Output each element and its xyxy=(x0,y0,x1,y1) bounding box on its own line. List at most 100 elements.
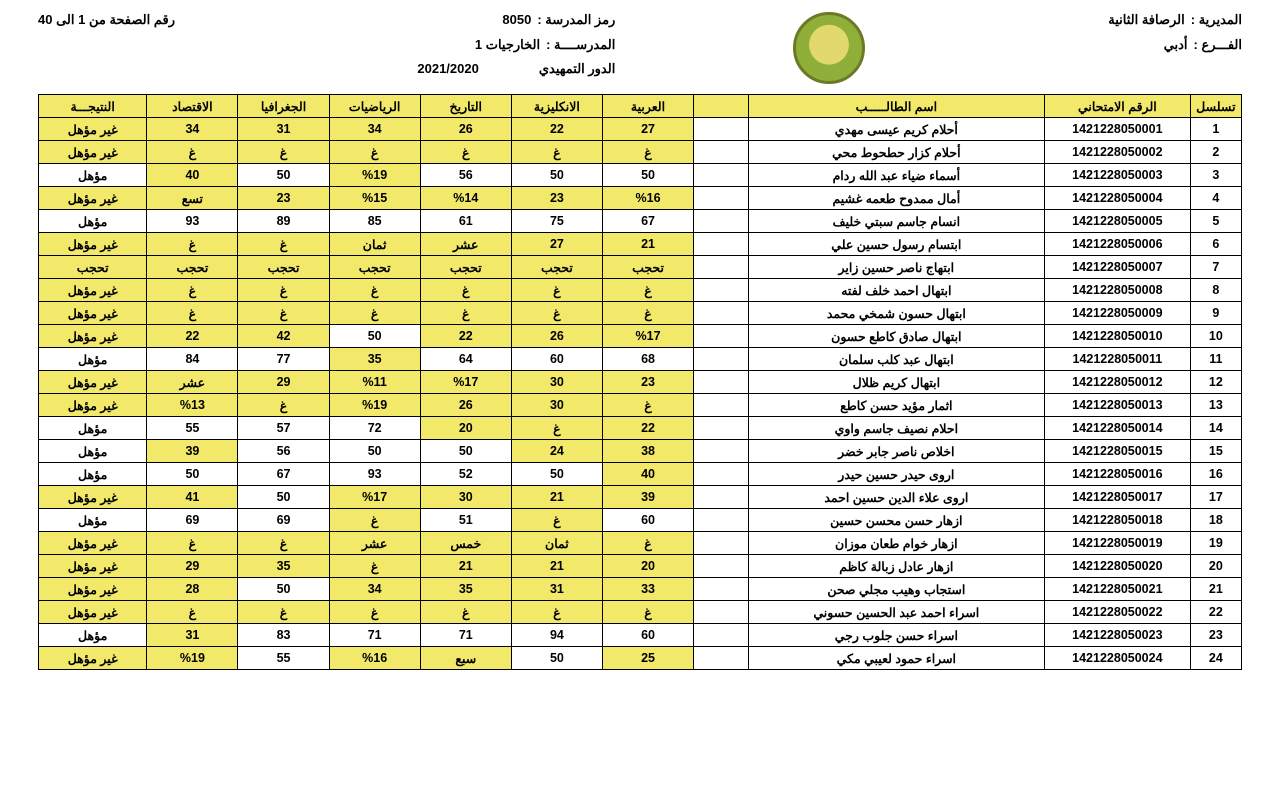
cell: 72 xyxy=(329,417,420,440)
col-header: التاريخ xyxy=(420,95,511,118)
branch-label: الفـــرع : xyxy=(1194,33,1242,58)
cell: 1421228050021 xyxy=(1044,578,1190,601)
col-header: العربية xyxy=(602,95,693,118)
cell: 50 xyxy=(329,325,420,348)
cell: ابتهال احمد خلف لفته xyxy=(748,279,1044,302)
table-row: 101421228050010ابتهال صادق كاطع حسون%172… xyxy=(39,325,1242,348)
table-row: 41421228050004أمال ممدوح طعمه غشيم%1623%… xyxy=(39,187,1242,210)
cell: 93 xyxy=(329,463,420,486)
cell: ازهار خوام طعان موزان xyxy=(748,532,1044,555)
cell: غ xyxy=(329,302,420,325)
cell: 75 xyxy=(511,210,602,233)
cell xyxy=(694,601,749,624)
cell: غ xyxy=(511,417,602,440)
cell: 89 xyxy=(238,210,329,233)
cell: %17 xyxy=(329,486,420,509)
cell: غ xyxy=(238,233,329,256)
cell: 5 xyxy=(1190,210,1241,233)
cell: ثمان xyxy=(511,532,602,555)
cell: غ xyxy=(238,394,329,417)
cell xyxy=(694,509,749,532)
cell: غ xyxy=(147,279,238,302)
cell: غير مؤهل xyxy=(39,118,147,141)
cell: 1421228050019 xyxy=(1044,532,1190,555)
cell: %19 xyxy=(329,164,420,187)
table-body: 11421228050001أحلام كريم عيسى مهدي272226… xyxy=(39,118,1242,670)
cell: 7 xyxy=(1190,256,1241,279)
cell: 34 xyxy=(329,578,420,601)
cell: ابتسام رسول حسين علي xyxy=(748,233,1044,256)
cell: 1421228050006 xyxy=(1044,233,1190,256)
cell: غ xyxy=(147,141,238,164)
cell: غ xyxy=(238,601,329,624)
cell xyxy=(694,256,749,279)
cell: عشر xyxy=(147,371,238,394)
year-value: 2021/2020 xyxy=(417,57,478,82)
cell: اسراء احمد عبد الحسين حسوني xyxy=(748,601,1044,624)
cell: ابتهال صادق كاطع حسون xyxy=(748,325,1044,348)
cell: 60 xyxy=(511,348,602,371)
cell: 56 xyxy=(238,440,329,463)
table-row: 231421228050023اسراء حسن جلوب رجي6094717… xyxy=(39,624,1242,647)
table-row: 91421228050009ابتهال حسون شمخي محمدغغغغغ… xyxy=(39,302,1242,325)
cell: غ xyxy=(329,555,420,578)
cell: 22 xyxy=(420,325,511,348)
cell: 94 xyxy=(511,624,602,647)
cell: سبع xyxy=(420,647,511,670)
cell: 1421228050003 xyxy=(1044,164,1190,187)
table-row: 221421228050022اسراء احمد عبد الحسين حسو… xyxy=(39,601,1242,624)
cell: 30 xyxy=(420,486,511,509)
cell: 19 xyxy=(1190,532,1241,555)
cell: غ xyxy=(420,141,511,164)
cell: ابتهاج ناصر حسين زاير xyxy=(748,256,1044,279)
cell: 35 xyxy=(329,348,420,371)
cell xyxy=(694,210,749,233)
cell: غ xyxy=(602,394,693,417)
table-row: 81421228050008ابتهال احمد خلف لفتهغغغغغغ… xyxy=(39,279,1242,302)
cell: غير مؤهل xyxy=(39,325,147,348)
table-row: 201421228050020ازهار عادل زبالة كاظم2021… xyxy=(39,555,1242,578)
cell: مؤهل xyxy=(39,463,147,486)
results-table: تسلسلالرقم الامتحانياسم الطالـــــبالعرب… xyxy=(38,94,1242,670)
document-header: المديرية :الرصافة الثانية الفـــرع :أدبي… xyxy=(38,8,1242,84)
cell: 69 xyxy=(238,509,329,532)
cell: غ xyxy=(238,141,329,164)
header-right-col: المديرية :الرصافة الثانية الفـــرع :أدبي xyxy=(1042,8,1242,57)
col-header: الجغرافيا xyxy=(238,95,329,118)
cell xyxy=(694,279,749,302)
col-header: النتيجـــة xyxy=(39,95,147,118)
cell: غ xyxy=(147,233,238,256)
ministry-logo xyxy=(793,12,865,84)
col-header: الرياضيات xyxy=(329,95,420,118)
cell: 22 xyxy=(147,325,238,348)
cell: 1421228050005 xyxy=(1044,210,1190,233)
cell: 27 xyxy=(511,233,602,256)
cell: مؤهل xyxy=(39,164,147,187)
cell: 1421228050001 xyxy=(1044,118,1190,141)
col-header: تسلسل xyxy=(1190,95,1241,118)
cell: أحلام كزار حطحوط محي xyxy=(748,141,1044,164)
cell: %11 xyxy=(329,371,420,394)
cell: 1421228050004 xyxy=(1044,187,1190,210)
cell xyxy=(694,532,749,555)
cell: 24 xyxy=(1190,647,1241,670)
cell: 8 xyxy=(1190,279,1241,302)
cell: استجاب وهيب مجلي صحن xyxy=(748,578,1044,601)
cell: 34 xyxy=(147,118,238,141)
cell: تحجب xyxy=(420,256,511,279)
branch-value: أدبي xyxy=(1164,37,1188,52)
cell: 21 xyxy=(1190,578,1241,601)
cell: غ xyxy=(511,141,602,164)
cell: 22 xyxy=(1190,601,1241,624)
school-value: الخارجيات 1 xyxy=(475,37,540,52)
cell: 2 xyxy=(1190,141,1241,164)
cell xyxy=(694,233,749,256)
cell: 18 xyxy=(1190,509,1241,532)
cell: %15 xyxy=(329,187,420,210)
cell: 50 xyxy=(420,440,511,463)
cell: مؤهل xyxy=(39,509,147,532)
cell: 51 xyxy=(420,509,511,532)
cell: 4 xyxy=(1190,187,1241,210)
cell: تحجب xyxy=(238,256,329,279)
cell: 71 xyxy=(420,624,511,647)
